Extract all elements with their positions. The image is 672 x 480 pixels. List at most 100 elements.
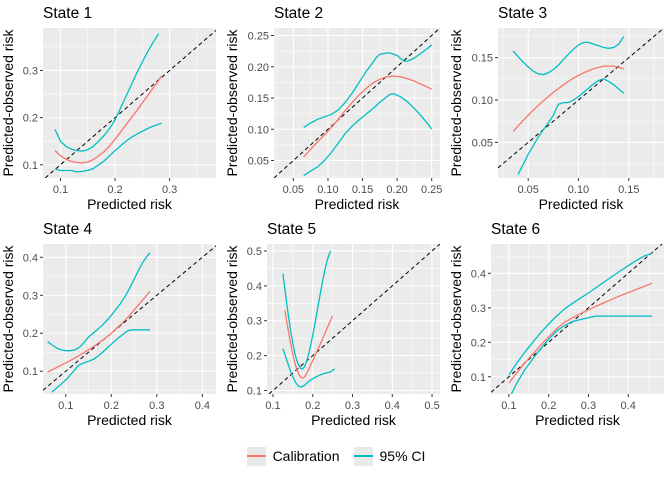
y-axis-tick-label: 0.3 — [23, 65, 38, 77]
y-axis-tick-label: 0.1 — [471, 372, 486, 384]
x-axis-tick-label: 0.4 — [621, 400, 636, 412]
y-axis-tick-label: 0.05 — [472, 137, 493, 149]
x-axis-label: Predicted risk — [535, 412, 621, 428]
gridlines — [274, 28, 440, 178]
calibration-line — [512, 65, 624, 132]
subplot-title: State 6 — [491, 221, 540, 238]
y-axis-label: Predicted-observed risk — [448, 28, 464, 176]
ci-lower-line — [51, 329, 150, 393]
y-axis-tick-label: 0.25 — [248, 31, 269, 43]
x-axis-tick-label: 0.2 — [541, 400, 556, 412]
subplot-title: State 1 — [43, 5, 92, 22]
ci-upper-line — [508, 252, 653, 376]
ci-lower-line — [517, 78, 625, 175]
ci-upper-line — [512, 36, 625, 76]
calibration-line — [284, 310, 334, 379]
ci-upper-line — [47, 252, 151, 352]
identity-line — [274, 28, 440, 178]
x-axis-tick-label: 0.3 — [345, 400, 360, 412]
x-axis-tick-label: 0.4 — [385, 400, 400, 412]
axes: 0.1 0.2 0.3 0.4 0.1 0.2 0.3 0.4 — [23, 252, 210, 412]
gridlines — [43, 28, 216, 178]
subplot-state-5: 0.1 0.2 0.3 0.4 0.5 0.1 0.2 0.3 0.4 0.5 Predicted … — [224, 216, 448, 432]
gridlines — [42, 244, 216, 394]
legend-key-calibration-icon — [246, 446, 266, 466]
subplot-state-2-canvas: 0.05 0.10 0.15 0.20 0.25 0.05 0.10 0.15 0.20 0.25… — [224, 5, 442, 212]
ci-lower-line — [510, 315, 653, 394]
axes: 0.1 0.2 0.3 0.4 0.5 0.1 0.2 0.3 0.4 0.5 — [247, 246, 440, 412]
subplot-state-4-canvas: 0.1 0.2 0.3 0.4 0.1 0.2 0.3 0.4 Predicted risk Pr… — [0, 221, 216, 428]
ci-upper-line — [54, 33, 160, 152]
legend-line-sample-icon — [246, 455, 266, 457]
x-axis-tick-label: 0.5 — [424, 400, 439, 412]
y-axis-label: Predicted-observed risk — [0, 244, 16, 392]
y-axis-tick-label: 0.15 — [248, 93, 269, 105]
subplot-state-2: 0.05 0.10 0.15 0.20 0.25 0.05 0.10 0.15 0.20 0.25… — [224, 0, 448, 216]
ci-lower-line — [54, 122, 162, 173]
legend-line-sample-icon — [353, 455, 373, 457]
calibration-line — [303, 75, 433, 158]
y-axis-label: Predicted-observed risk — [224, 244, 240, 392]
legend-key-ci-icon — [353, 446, 373, 466]
x-axis-tick-label: 0.1 — [265, 400, 280, 412]
y-axis-tick-label: 0.2 — [247, 351, 262, 363]
calibration-line — [508, 282, 653, 384]
y-axis-tick-label: 0.1 — [23, 160, 38, 172]
x-axis-tick-label: 0.15 — [618, 184, 639, 196]
y-axis-tick-label: 0.20 — [248, 62, 269, 74]
calibration-line — [54, 75, 162, 164]
y-axis-tick-label: 0.3 — [247, 316, 262, 328]
axes: 0.1 0.2 0.3 0.1 0.2 0.3 — [23, 65, 178, 196]
x-axis-tick-label: 0.10 — [568, 184, 589, 196]
x-axis-tick-label: 0.1 — [53, 184, 68, 196]
gridlines — [498, 28, 664, 178]
y-axis-tick-label: 0.5 — [247, 246, 262, 258]
y-axis-tick-label: 0.10 — [248, 124, 269, 136]
x-axis-tick-label: 0.2 — [107, 184, 122, 196]
x-axis-label: Predicted risk — [311, 412, 397, 428]
subplot-state-5-canvas: 0.1 0.2 0.3 0.4 0.5 0.1 0.2 0.3 0.4 0.5 Predicted … — [224, 221, 440, 428]
plot-panel — [43, 28, 216, 178]
calibration-line — [47, 291, 151, 373]
y-axis-tick-label: 0.2 — [23, 328, 38, 340]
x-axis-tick-label: 0.25 — [421, 184, 442, 196]
subplot-state-3: 0.05 0.10 0.15 0.05 0.10 0.15 Predicted risk Pr… — [448, 0, 672, 216]
y-axis-tick-label: 0.4 — [23, 252, 38, 264]
identity-line — [268, 244, 440, 394]
y-axis-tick-label: 0.4 — [247, 281, 262, 293]
x-axis-tick-label: 0.3 — [162, 184, 177, 196]
x-axis-tick-label: 0.2 — [104, 400, 119, 412]
y-axis-label: Predicted-observed risk — [0, 28, 16, 176]
axes: 0.1 0.2 0.3 0.4 0.1 0.2 0.3 0.4 — [471, 268, 636, 412]
x-axis-tick-label: 0.3 — [149, 400, 164, 412]
x-axis-tick-label: 0.05 — [517, 184, 538, 196]
legend-label: Calibration — [272, 448, 340, 464]
ci-upper-line — [303, 44, 433, 128]
legend-label: 95% CI — [379, 448, 426, 464]
x-axis-tick-label: 0.05 — [283, 184, 304, 196]
subplot-title: State 3 — [498, 5, 547, 22]
ci-upper-line — [282, 250, 332, 370]
x-axis-tick-label: 0.20 — [386, 184, 407, 196]
gridlines — [491, 244, 664, 395]
y-axis-tick-label: 0.15 — [472, 53, 493, 65]
y-axis-tick-label: 0.05 — [248, 156, 269, 168]
ci-lower-line — [303, 92, 433, 177]
y-axis-tick-label: 0.1 — [23, 366, 38, 378]
x-axis-label: Predicted risk — [315, 196, 401, 212]
y-axis-label: Predicted-observed risk — [448, 244, 464, 392]
identity-line — [44, 29, 216, 178]
axes: 0.05 0.10 0.15 0.05 0.10 0.15 — [472, 53, 640, 196]
x-axis-tick-label: 0.1 — [58, 400, 73, 412]
ci-lower-line — [282, 348, 335, 388]
x-axis-label: Predicted risk — [539, 196, 625, 212]
y-axis-tick-label: 0.1 — [247, 386, 262, 398]
subplot-title: State 5 — [267, 221, 316, 238]
plot-panel — [491, 244, 664, 394]
y-axis-tick-label: 0.3 — [471, 303, 486, 315]
identity-line — [491, 244, 663, 393]
